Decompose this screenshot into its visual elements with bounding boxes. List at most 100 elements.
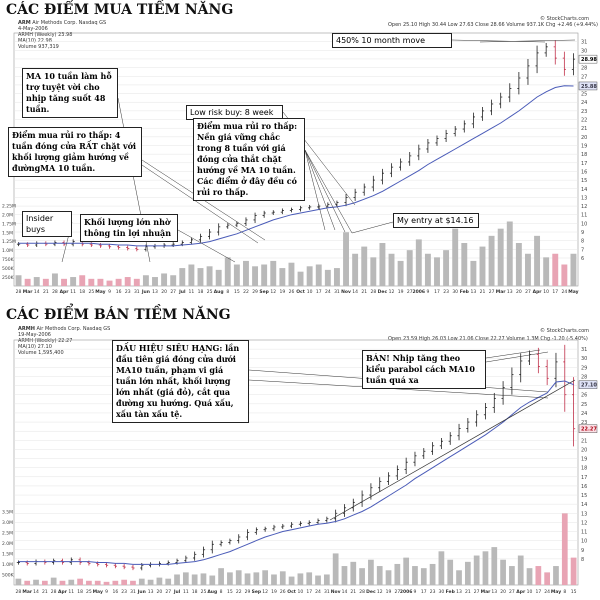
volume-bar: [77, 578, 83, 585]
price-tick-label: 23: [581, 109, 587, 115]
price-tick-label: 11: [581, 213, 587, 219]
x-tick-label: 28: [16, 289, 22, 295]
volume-bar: [51, 273, 58, 286]
x-tick-label: 28: [359, 589, 365, 595]
volume-bar: [270, 260, 277, 286]
volume-bar: [403, 557, 410, 585]
volume-bar: [15, 275, 22, 286]
buy-annotation-entry: My entry at $14.16: [393, 213, 479, 228]
volume-bar: [500, 559, 506, 585]
price-tick-label: 22: [581, 429, 587, 435]
buy-company: Air Methods Corp.: [32, 20, 78, 26]
x-tick-label: Jun: [137, 589, 146, 595]
price-tick-label: 24: [581, 100, 587, 106]
x-tick-label: Aug: [207, 589, 217, 595]
x-tick-label: Sep: [259, 289, 269, 295]
price-tick-label: 17: [581, 161, 587, 167]
volume-bar: [262, 570, 269, 585]
price-tick-label: 18: [581, 152, 587, 158]
x-tick-label: 31: [334, 289, 340, 295]
volume-bar: [200, 573, 207, 585]
x-tick-label: 13: [471, 289, 477, 295]
buy-quote: Open 25.10 High 30.44 Low 27.63 Close 28…: [388, 22, 598, 28]
price-tick-label: 30: [581, 356, 587, 362]
volume-bar: [68, 579, 75, 585]
volume-bar: [124, 277, 131, 286]
buy-annotation-ma: MA 10 tuần làm hỗ trợ tuyệt vời cho nhịp…: [22, 68, 118, 118]
volume-bar: [497, 228, 504, 286]
price-tick-label: 10: [581, 221, 587, 227]
x-tick-label: 9: [426, 289, 429, 295]
volume-tick-label: 1.25M: [2, 239, 16, 245]
x-tick-label: 9: [414, 589, 417, 595]
volume-bar: [394, 563, 401, 585]
volume-bar: [174, 574, 180, 585]
price-tick-label: 15: [581, 178, 587, 184]
volume-bar: [106, 280, 113, 286]
x-tick-label: 14: [352, 289, 358, 295]
volume-bar: [473, 555, 480, 585]
x-tick-label: 24: [325, 289, 331, 295]
volume-tick-label: 1.5M: [2, 551, 13, 557]
x-tick-label: 13: [152, 289, 158, 295]
price-tick-label: 17: [581, 475, 587, 481]
volume-bar: [456, 570, 462, 585]
buy-annotation-volume: Khối lượng lớn nhờ thông tin lợi nhuận: [80, 214, 178, 242]
buy-legend-volume: Volume 937,319: [18, 44, 59, 50]
x-tick-label: Dec: [378, 289, 388, 295]
price-tick-label: 21: [581, 438, 587, 444]
volume-bar: [452, 228, 459, 286]
sell-close-price-tag-box: [578, 424, 598, 433]
volume-bar: [188, 264, 195, 286]
x-tick-label: 12: [377, 589, 383, 595]
x-tick-label: 30: [439, 589, 445, 595]
x-tick-label: 8: [563, 589, 566, 595]
volume-bar: [33, 277, 40, 286]
x-tick-label: May: [95, 289, 105, 295]
buy-ma-price-tag: 25.88: [581, 84, 597, 90]
x-tick-label: 11: [70, 289, 76, 295]
x-tick-label: 23: [125, 289, 131, 295]
x-tick-label: 18: [77, 589, 83, 595]
sell-close-price-tag: 22.27: [581, 427, 597, 433]
price-tick-label: 23: [581, 420, 587, 426]
sell-pointer-line: [485, 349, 541, 359]
volume-bar: [170, 275, 177, 286]
x-tick-label: 20: [500, 589, 506, 595]
x-tick-label: 19: [398, 289, 404, 295]
x-tick-label: 16: [116, 289, 122, 295]
volume-bar: [142, 275, 149, 286]
volume-bar: [397, 260, 404, 286]
price-tick-label: 27: [581, 74, 587, 80]
price-tick-label: 31: [581, 347, 587, 353]
x-tick-label: 27: [525, 289, 531, 295]
x-tick-label: 14: [34, 289, 40, 295]
plot-frame: [13, 339, 579, 586]
x-tick-label: 21: [361, 289, 367, 295]
buy-symbol: ARM: [18, 20, 31, 26]
volume-bar: [215, 269, 222, 286]
volume-bar: [179, 268, 186, 286]
ma10-line: [18, 380, 574, 565]
buy-legend-price: ARMH (Weekly) 23.98: [18, 32, 73, 38]
volume-tick-label: 500K: [2, 572, 15, 578]
buy-chart: 6 7 8 9 10 11 12 13 14 15 16 17 18 19 20 21 22 23 24 25 26 27…: [2, 32, 597, 295]
price-tick-label: 18: [581, 466, 587, 472]
volume-bar: [412, 566, 418, 585]
price-tick-label: 12: [581, 520, 587, 526]
volume-bar: [297, 271, 304, 286]
x-tick-label: 25: [88, 289, 94, 295]
price-tick-label: 9: [581, 230, 584, 236]
x-tick-label: 11: [189, 289, 195, 295]
x-tick-label: 25: [207, 289, 213, 295]
volume-bar: [323, 574, 330, 585]
volume-bar: [133, 278, 140, 286]
volume-bar: [385, 570, 392, 585]
volume-bar: [103, 581, 110, 585]
volume-tick-label: 1.0M: [2, 562, 13, 568]
volume-bar: [130, 580, 136, 585]
volume-bar: [333, 268, 340, 286]
x-tick-label: 19: [386, 589, 392, 595]
x-tick-label: 15: [571, 589, 577, 595]
volume-bar: [112, 580, 119, 585]
